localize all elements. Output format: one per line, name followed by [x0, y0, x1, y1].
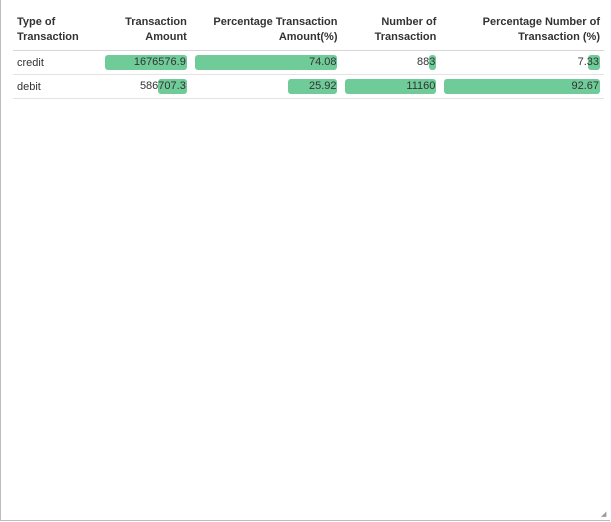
pct-number-cell: 92.67 [440, 74, 604, 99]
header-type-line2: Transaction [17, 31, 79, 43]
header-number[interactable]: Number of Transaction [341, 12, 441, 51]
header-number-line1: Number of [381, 16, 437, 28]
header-pct-number-line2: Transaction (%) [518, 31, 600, 43]
amount-value: 1676576.9 [133, 56, 186, 68]
pct-amount-cell: 74.08 [190, 50, 342, 75]
table-row: debit 586707.3 25.92 1116 [13, 74, 604, 99]
header-row: Type of Transaction Transaction Amount P… [13, 12, 604, 51]
amount-bar [104, 55, 187, 70]
transaction-table: Type of Transaction Transaction Amount P… [13, 12, 604, 99]
header-amount-line2: Amount [145, 31, 187, 43]
pct-amount-value: 25.92 [308, 80, 337, 92]
pct-number-value: 92.67 [571, 80, 599, 92]
amount-value: 586707.3 [139, 80, 186, 92]
header-amount-line1: Transaction [125, 16, 187, 28]
pct-amount-bar [287, 79, 338, 94]
pct-number-value: 7.33 [577, 56, 599, 68]
resize-handle-icon[interactable]: ◢ [601, 511, 607, 518]
pct-amount-value: 74.08 [308, 56, 337, 68]
pct-amount-cell: 25.92 [190, 74, 342, 99]
type-cell: credit [13, 50, 101, 75]
header-pct-amount-line2: Amount(%) [278, 31, 338, 43]
header-pct-number[interactable]: Percentage Number of Transaction (%) [440, 12, 604, 51]
header-type-line1: Type of [17, 16, 56, 28]
amount-cell: 586707.3 [100, 74, 191, 99]
pct-number-bar [444, 79, 600, 94]
number-bar [429, 55, 437, 70]
number-value: 11160 [406, 80, 436, 92]
header-pct-number-line1: Percentage Number of [482, 16, 600, 28]
pct-amount-bar [194, 55, 338, 70]
number-bar [345, 79, 437, 94]
header-amount[interactable]: Transaction Amount [100, 12, 191, 51]
header-pct-amount[interactable]: Percentage Transaction Amount(%) [190, 12, 342, 51]
header-pct-amount-line1: Percentage Transaction [213, 16, 338, 28]
number-value: 883 [417, 56, 436, 68]
number-cell: 11160 [341, 74, 441, 99]
pct-number-cell: 7.33 [440, 50, 604, 75]
amount-bar [158, 79, 187, 94]
type-cell: debit [13, 74, 101, 99]
header-number-line2: Transaction [374, 31, 437, 43]
number-cell: 883 [341, 50, 441, 75]
header-type[interactable]: Type of Transaction [13, 12, 101, 51]
amount-cell: 1676576.9 [100, 50, 191, 75]
pct-number-bar [587, 55, 600, 70]
table-row: credit 1676576.9 74.08 88 [13, 50, 604, 75]
